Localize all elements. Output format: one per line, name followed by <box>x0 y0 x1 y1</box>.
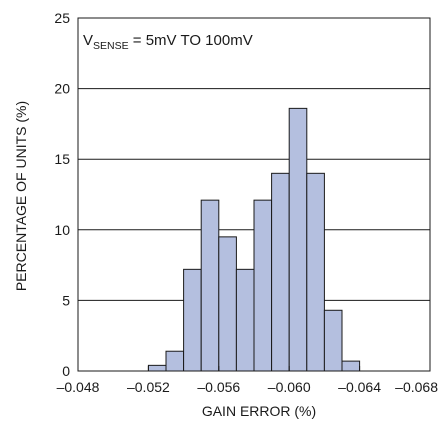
histogram-bar <box>235 268 255 372</box>
y-tick-label: 5 <box>62 292 70 308</box>
annotation-suffix: = 5mV TO 100mV <box>129 32 253 49</box>
vsense-annotation: VSENSE = 5mV TO 100mV <box>83 32 253 52</box>
histogram-bar <box>218 236 237 372</box>
x-tick-label: –0.048 <box>57 379 100 395</box>
y-axis-ticks: 0 5 10 15 20 25 <box>54 10 70 379</box>
x-tick-label: –0.052 <box>127 379 170 395</box>
x-tick-label: –0.060 <box>268 379 311 395</box>
x-axis-title: GAIN ERROR (%) <box>202 403 316 419</box>
histogram-bars <box>147 107 361 372</box>
y-tick-label: 0 <box>62 363 70 379</box>
histogram-bar <box>341 360 361 372</box>
annotation-prefix: V <box>83 32 93 49</box>
y-axis-title: PERCENTAGE OF UNITS (%) <box>13 101 29 291</box>
histogram-bar <box>253 199 273 372</box>
histogram-bar <box>200 199 220 372</box>
y-tick-label: 25 <box>54 10 70 26</box>
annotation-subscript: SENSE <box>93 40 129 52</box>
histogram-bar <box>306 172 325 372</box>
histogram-bar <box>165 350 185 372</box>
y-tick-label: 20 <box>54 81 70 97</box>
x-tick-label: –0.068 <box>395 379 438 395</box>
histogram-bar <box>183 268 202 372</box>
x-tick-label: –0.064 <box>338 379 381 395</box>
histogram-bar <box>271 172 290 372</box>
x-axis-ticks: –0.048 –0.052 –0.056 –0.060 –0.064 –0.068 <box>57 366 438 395</box>
plot-frame <box>77 17 431 372</box>
y-tick-label: 10 <box>54 222 70 238</box>
y-tick-label: 15 <box>54 151 70 167</box>
x-tick-label: –0.056 <box>197 379 240 395</box>
histogram-bar <box>323 309 343 372</box>
histogram-bar <box>147 364 167 372</box>
histogram-bar <box>288 107 308 372</box>
